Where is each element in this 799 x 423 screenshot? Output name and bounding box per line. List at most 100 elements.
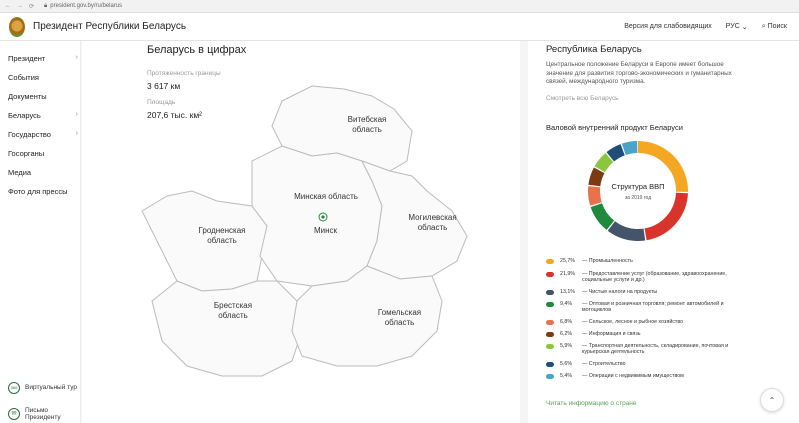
legend-swatch xyxy=(546,259,554,264)
back-icon[interactable]: ← xyxy=(5,2,11,9)
sidebar-item-label: События xyxy=(8,73,39,82)
sidebar-item-label: Президент xyxy=(8,54,46,63)
scroll-up-button[interactable]: ⌃ xyxy=(760,388,784,412)
legend-swatch xyxy=(546,362,554,367)
region-label-brest[interactable]: Брестская область xyxy=(213,301,253,320)
donut-center-title: Структура ВВП xyxy=(611,182,665,191)
search-button[interactable]: ⌕ Поиск xyxy=(762,23,787,31)
region-mogilev xyxy=(360,160,468,280)
belarus-map xyxy=(141,85,468,377)
legend-item: 13,1% — Чистые налоги на продукты xyxy=(546,289,742,295)
minsk-marker-dot xyxy=(321,215,325,219)
reload-icon[interactable]: ⟳ xyxy=(29,3,35,10)
sidebar-item-label: Медиа xyxy=(8,168,32,177)
region-label-vitebsk[interactable]: Витебская область xyxy=(347,115,387,134)
legend-percent: 5,4% xyxy=(560,373,573,379)
border-length-value: 3 617 км xyxy=(147,81,181,91)
donut-slice[interactable] xyxy=(588,141,688,241)
legend-label: — Строительство xyxy=(582,361,626,367)
sidebar-item-press-photo[interactable]: Фото для прессы xyxy=(8,187,78,196)
letter-link[interactable]: ✉ Письмо Президенту xyxy=(8,407,78,421)
chevron-right-icon: › xyxy=(75,130,78,137)
info-title: Республика Беларусь xyxy=(546,44,642,55)
language-select[interactable]: РУС ⌄ xyxy=(726,23,748,31)
site-title[interactable]: Президент Республики Беларусь xyxy=(33,21,187,32)
minsk-marker-ring xyxy=(318,212,328,222)
virtual-tour-link[interactable]: 360 Виртуальный тур xyxy=(8,382,78,394)
language-label: РУС xyxy=(725,23,740,30)
accessibility-link[interactable]: Версия для слабовидящих xyxy=(624,23,712,30)
read-country-info-link[interactable]: Читать информацию о стране xyxy=(546,400,637,407)
legend-label: — Информация и связь xyxy=(582,331,641,337)
sidebar-item-events[interactable]: События xyxy=(8,73,78,82)
legend-swatch xyxy=(546,320,554,325)
info-panel: Республика Беларусь Центральное положени… xyxy=(528,41,799,423)
legend-label: — Оптовая и розничная торговля; ремонт а… xyxy=(582,301,724,314)
region-gomel xyxy=(291,265,443,367)
search-label: Поиск xyxy=(767,23,787,30)
donut-slice[interactable] xyxy=(588,141,688,241)
legend-item: 5,4% — Операции с недвижимым имуществом xyxy=(546,373,742,379)
legend-percent: 6,2% xyxy=(560,331,573,337)
sidebar: Президент › События Документы Беларусь › Г… xyxy=(0,41,81,423)
address-bar[interactable]: 🔒︎ president.gov.by/ru/belarus xyxy=(44,3,122,10)
legend-swatch xyxy=(546,290,554,295)
main-content: Беларусь в цифрах Протяженность границы … xyxy=(82,41,520,423)
sidebar-item-label: Документы xyxy=(8,92,47,101)
sidebar-item-media[interactable]: Медиа xyxy=(8,168,78,177)
donut-center-subtitle: за 2019 год xyxy=(624,195,652,201)
legend-item: 21,9% — Предоставление услуг (образование… xyxy=(546,271,742,284)
sidebar-item-documents[interactable]: Документы xyxy=(8,92,78,101)
donut-slice[interactable] xyxy=(588,141,688,241)
site-header: Президент Республики Беларусь Версия для… xyxy=(0,13,799,41)
sidebar-item-belarus[interactable]: Беларусь › xyxy=(8,111,78,120)
lock-icon: 🔒︎ xyxy=(44,2,48,9)
region-label-gomel[interactable]: Гомельская область xyxy=(377,308,422,327)
legend-swatch xyxy=(546,374,554,379)
letter-label: Письмо Президенту xyxy=(25,407,61,422)
chevron-down-icon: ⌄ xyxy=(741,23,748,31)
info-description: Центральное положение Беларуси в Европе … xyxy=(546,61,732,85)
region-label-grodno[interactable]: Гродненская область xyxy=(198,226,246,245)
see-all-belarus-link[interactable]: Смотреть всю Беларусь xyxy=(546,95,619,102)
area-value: 207,6 тыс. км² xyxy=(147,110,203,120)
sidebar-item-label: Государство xyxy=(8,130,51,139)
envelope-icon: ✉ xyxy=(8,408,20,421)
region-label-mogilev[interactable]: Могилевская область xyxy=(408,213,457,232)
legend-swatch xyxy=(546,302,554,307)
legend-percent: 6,8% xyxy=(560,319,573,325)
legend-label: — Предоставление услуг (образование, здр… xyxy=(582,271,727,284)
legend-percent: 5,9% xyxy=(560,343,573,349)
legend-label: — Транспортная деятельность, складирован… xyxy=(582,343,729,356)
region-brest xyxy=(151,280,303,377)
legend-percent: 25,7% xyxy=(560,258,576,264)
legend-label: — Промышленность xyxy=(582,258,633,264)
legend-item: 5,6% — Строительство xyxy=(546,361,742,367)
emblem-logo[interactable] xyxy=(9,16,25,37)
region-label-minsk-city[interactable]: Минск xyxy=(313,226,338,235)
sidebar-item-label: Госорганы xyxy=(8,149,45,158)
border-length-label: Протяженность границы xyxy=(147,70,221,77)
sidebar-item-label: Беларусь xyxy=(8,111,41,120)
virtual-tour-label: Виртуальный тур xyxy=(25,384,77,392)
legend-label: — Операции с недвижимым имуществом xyxy=(582,373,684,379)
legend-swatch xyxy=(546,272,554,277)
legend-percent: 13,1% xyxy=(560,289,576,295)
legend-item: 5,9% — Транспортная деятельность, складир… xyxy=(546,343,742,356)
gdp-donut-chart xyxy=(588,141,688,241)
sidebar-item-president[interactable]: Президент › xyxy=(8,54,78,63)
legend-percent: 21,9% xyxy=(560,271,576,277)
virtual-tour-icon: 360 xyxy=(8,382,20,394)
url-text[interactable]: president.gov.by/ru/belarus xyxy=(50,3,123,9)
region-label-minsk-region[interactable]: Минская область xyxy=(294,192,358,201)
legend-percent: 5,6% xyxy=(560,361,573,367)
legend-item: 25,7% — Промышленность xyxy=(546,258,742,264)
forward-icon[interactable]: → xyxy=(17,2,23,9)
legend-label: — Чистые налоги на продукты xyxy=(582,289,658,295)
legend-item: 6,2% — Информация и связь xyxy=(546,331,742,337)
sidebar-item-state[interactable]: Государство › xyxy=(8,130,78,139)
area-label: Площадь xyxy=(147,99,176,106)
sidebar-item-gov-bodies[interactable]: Госорганы xyxy=(8,149,78,158)
search-icon: ⌕ xyxy=(761,22,766,30)
